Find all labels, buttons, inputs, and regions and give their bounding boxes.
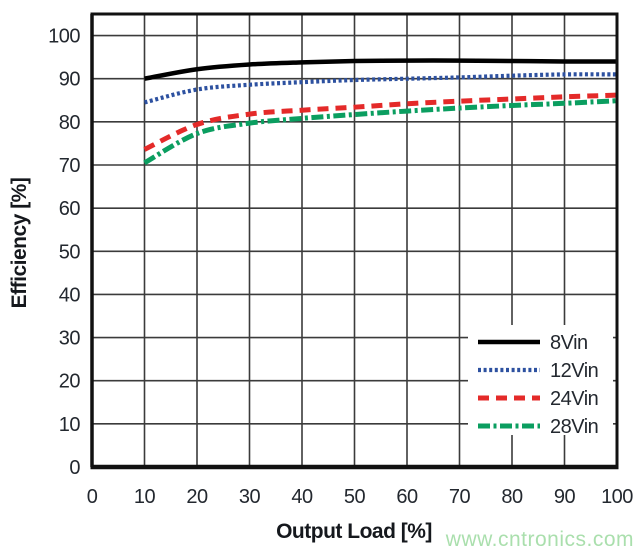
y-tick-label: 90	[59, 69, 81, 91]
series-curve-12vin	[143, 72, 618, 105]
legend-label-8vin: 8Vin	[550, 332, 588, 354]
series-curve-24vin	[143, 92, 618, 152]
x-tick-label: 50	[344, 486, 366, 508]
y-tick-label: 60	[59, 198, 81, 220]
x-axis-title: Output Load [%]	[276, 520, 432, 543]
y-tick-label: 30	[59, 328, 81, 350]
y-tick-label: 40	[59, 284, 81, 306]
y-axis-title: Efficiency [%]	[8, 177, 31, 309]
x-tick-label: 100	[601, 486, 633, 508]
legend-label-28vin: 28Vin	[550, 416, 598, 438]
y-tick-label: 80	[59, 112, 81, 134]
y-tick-label: 70	[59, 155, 81, 177]
legend-label-24vin: 24Vin	[550, 388, 598, 410]
y-tick-label: 10	[59, 414, 81, 436]
watermark: www.cntronics.com	[445, 528, 634, 551]
y-tick-label: 50	[59, 241, 81, 263]
legend-label-12vin: 12Vin	[550, 360, 598, 382]
x-tick-label: 30	[239, 486, 261, 508]
x-tick-label: 90	[554, 486, 576, 508]
y-tick-label: 0	[69, 457, 80, 479]
series-curve-28vin	[143, 98, 618, 166]
x-tick-label: 20	[186, 486, 208, 508]
x-tick-label: 80	[501, 486, 523, 508]
x-tick-label: 0	[87, 486, 98, 508]
x-tick-label: 70	[449, 486, 471, 508]
series-curve-8vin	[144, 58, 618, 81]
x-tick-label: 10	[134, 486, 156, 508]
y-tick-label: 100	[48, 26, 80, 48]
y-tick-label: 20	[59, 371, 81, 393]
x-tick-label: 40	[291, 486, 313, 508]
x-tick-label: 60	[396, 486, 418, 508]
